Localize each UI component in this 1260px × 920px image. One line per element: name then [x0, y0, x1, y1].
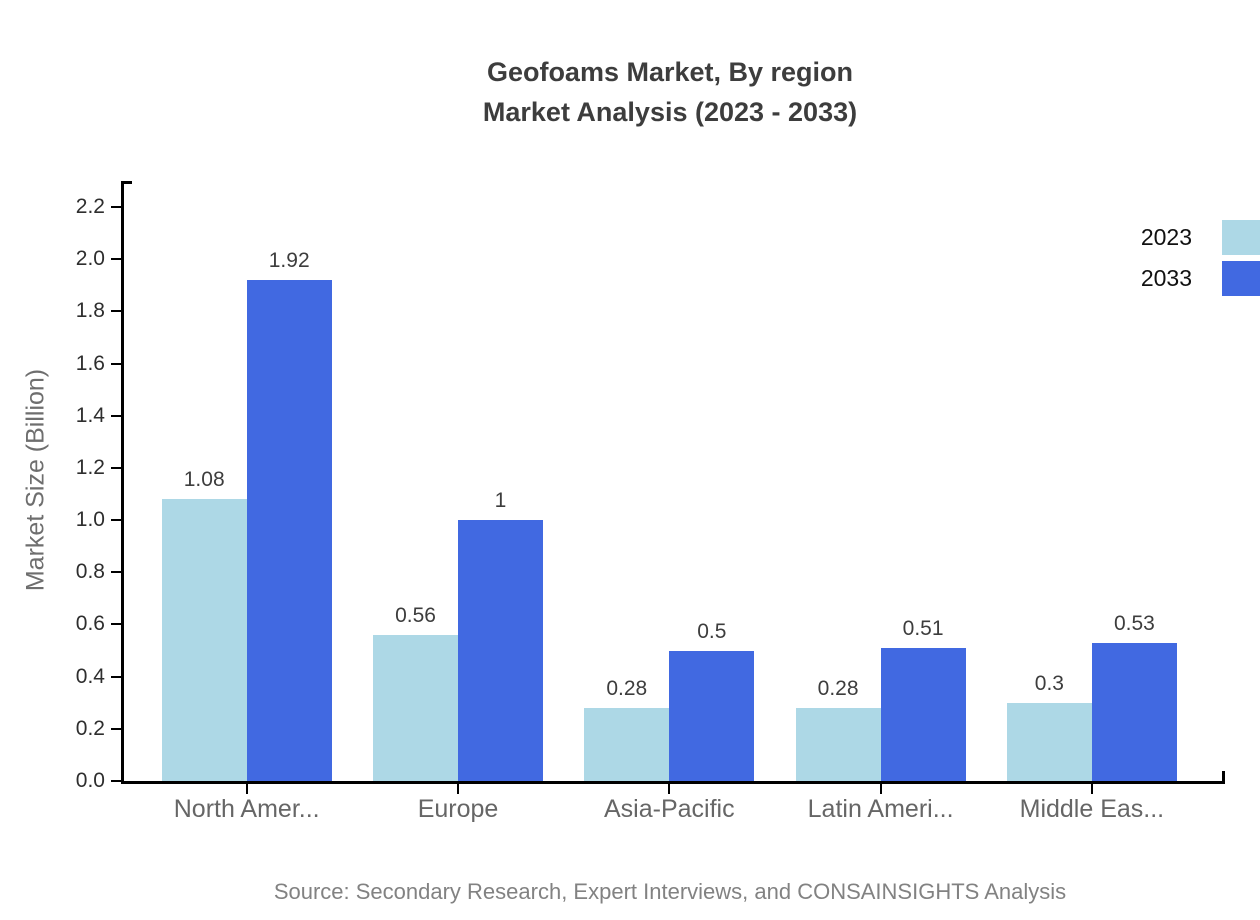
legend-label-2033: 2033 [1140, 265, 1192, 291]
bar-2023-asia-pacific [584, 707, 670, 781]
bar-2033-asia-pacific [669, 650, 755, 781]
y-axis-tick [111, 310, 121, 313]
bar-2023-europe [373, 634, 458, 781]
legend-item-2023[interactable]: 2023 [1141, 220, 1260, 255]
y-axis-tick [111, 780, 121, 782]
bar-value-label-2023-europe: 0.56 [395, 603, 436, 627]
y-axis-line [121, 181, 124, 784]
x-axis-tick [668, 784, 671, 794]
x-category-label-europe: Europe [417, 795, 499, 823]
y-axis-tick-label: 1.6 [75, 351, 105, 375]
y-axis-tick [111, 675, 121, 678]
legend-item-2033[interactable]: 2033 [1141, 261, 1260, 296]
x-axis-tick [457, 784, 459, 794]
y-axis-tick [111, 414, 121, 417]
y-axis-tick [111, 519, 121, 522]
bar-value-label-2033-asia-pacific: 0.5 [697, 619, 727, 643]
bar-value-label-2023-asia-pacific: 0.28 [606, 676, 648, 700]
legend: 2023 2033 [1141, 220, 1260, 296]
y-axis-tick [111, 727, 121, 730]
bar-value-label-2033-middle-eas: 0.53 [1113, 611, 1155, 635]
y-axis-tick [111, 362, 121, 365]
y-axis-tick-label: 0.0 [75, 769, 105, 792]
y-axis-tick-label: 0.8 [75, 560, 105, 584]
bar-2033-north-amer [246, 280, 332, 781]
y-axis-tick-label: 0.2 [75, 716, 105, 740]
y-axis-tick-label: 0.4 [75, 664, 105, 688]
y-axis-title: Market Size (Billion) [21, 368, 50, 592]
legend-label-2023: 2023 [1140, 224, 1192, 250]
y-axis-tick [111, 466, 121, 469]
legend-swatch-icon [1222, 220, 1260, 255]
bar-value-label-2033-europe: 1 [494, 489, 507, 513]
chart-title: Geofoams Market, By region Market Analys… [80, 52, 1260, 132]
x-category-label-asia-pacific: Asia-Pacific [604, 795, 735, 823]
y-axis-tick-label: 2.0 [75, 247, 105, 271]
x-category-label-north-amer: North Amer... [173, 795, 320, 823]
y-axis-tick [111, 623, 121, 626]
x-category-label-middle-eas: Middle Eas... [1019, 795, 1165, 823]
y-axis-tick [111, 258, 121, 261]
bar-2023-middle-eas [1006, 702, 1092, 781]
bar-value-label-2023-middle-eas: 0.3 [1034, 671, 1064, 695]
y-axis-tick-label: 1.4 [75, 403, 105, 427]
chart-title-line2: Market Analysis (2023 - 2033) [482, 97, 858, 127]
bar-value-label-2033-latin-ameri: 0.51 [902, 616, 944, 640]
bar-2033-latin-ameri [880, 647, 966, 781]
x-axis-line [121, 781, 1225, 784]
bar-2023-latin-ameri [795, 707, 881, 781]
y-axis-tick-label: 2.2 [75, 195, 105, 219]
x-axis-tick [879, 784, 882, 794]
y-axis-tick-label: 1.2 [75, 455, 105, 479]
chart-title-line1: Geofoams Market, By region [486, 57, 854, 87]
y-axis-tick-label: 1.0 [75, 508, 105, 532]
y-axis-tick [111, 571, 121, 574]
bar-value-label-2023-latin-ameri: 0.28 [817, 676, 859, 700]
y-axis-tick [111, 206, 121, 209]
plot-area: 0.0 0.2 0.4 0.6 0.8 1.0 1.2 1.4 1.6 1.8 2.0 2.2 Nort… [76, 181, 1225, 823]
legend-swatch-icon [1222, 261, 1260, 296]
x-axis-tick [1090, 784, 1093, 794]
y-axis-tick-label: 1.8 [75, 299, 105, 323]
x-axis-tick [245, 784, 248, 794]
x-category-label-latin-ameri: Latin Ameri... [807, 795, 954, 823]
bar-2033-europe [458, 520, 543, 781]
bar-value-label-2023-north-amer: 1.08 [183, 468, 225, 492]
source-attribution: Source: Secondary Research, Expert Inter… [273, 879, 1067, 904]
bar-2023-north-amer [161, 499, 247, 781]
y-axis-end-cap [121, 181, 132, 184]
bar-value-label-2033-north-amer: 1.92 [268, 249, 310, 273]
y-axis-tick-label: 0.6 [75, 612, 105, 636]
x-axis-end-cap [1222, 771, 1225, 784]
bar-2033-middle-eas [1091, 642, 1177, 781]
